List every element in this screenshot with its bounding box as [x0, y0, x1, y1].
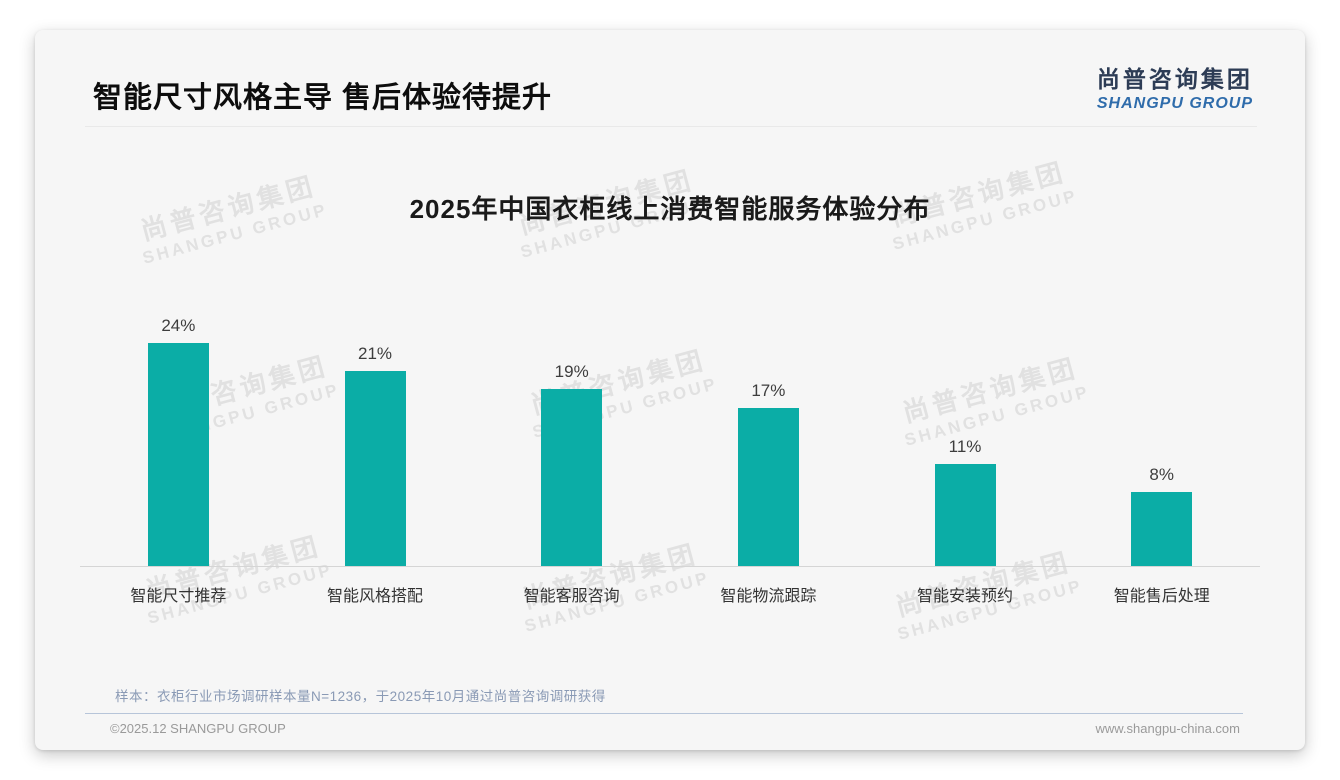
- category-label: 智能风格搭配: [327, 588, 424, 605]
- bar-column: 11%: [867, 437, 1064, 566]
- header-divider: [85, 126, 1257, 127]
- bar: [737, 407, 799, 566]
- sample-footnote: 样本：衣柜行业市场调研样本量N=1236，于2025年10月通过尚普咨询调研获得: [115, 689, 606, 704]
- bar-column: 19%: [473, 362, 670, 566]
- category-label: 智能售后处理: [1113, 588, 1210, 605]
- bar: [934, 463, 996, 566]
- website-text: www.shangpu-china.com: [1095, 721, 1240, 736]
- chart-title: 2025年中国衣柜线上消费智能服务体验分布: [409, 194, 931, 224]
- category-label: 智能客服咨询: [523, 588, 620, 605]
- page-title: 智能尺寸风格主导 售后体验待提升: [93, 82, 553, 114]
- copyright-text: ©2025.12 SHANGPU GROUP: [110, 721, 286, 736]
- category-axis: 智能尺寸推荐 智能风格搭配 智能客服咨询 智能物流跟踪 智能安装预约 智能售后处理: [80, 567, 1260, 606]
- bar: [344, 370, 406, 566]
- value-label: 11%: [948, 436, 982, 456]
- value-label: 19%: [554, 362, 589, 382]
- bar-chart: 24% 21% 19% 17% 11% 8%: [80, 312, 1260, 567]
- category-label: 智能物流跟踪: [720, 588, 817, 605]
- company-logo: 尚普咨询集团 SHANGPU GROUP: [1097, 60, 1253, 113]
- footer: ©2025.12 SHANGPU GROUP www.shangpu-china…: [110, 721, 1240, 736]
- slide-card: 尚普咨询集团 SHANGPU GROUP 尚普咨询集团 SHANGPU GROUP 尚普…: [35, 30, 1305, 750]
- footer-divider: [85, 713, 1243, 714]
- bar: [147, 342, 209, 566]
- value-label: 21%: [357, 343, 393, 363]
- bar-column: 24%: [80, 316, 277, 566]
- bar: [541, 389, 603, 566]
- bar: [1131, 491, 1193, 566]
- bar-column: 21%: [277, 344, 474, 566]
- value-label: 24%: [161, 315, 196, 335]
- bar-column: 17%: [670, 381, 867, 566]
- value-label: 17%: [751, 380, 786, 400]
- category-label: 智能尺寸推荐: [130, 588, 227, 605]
- bar-column: 8%: [1063, 465, 1260, 566]
- logo-english-name: SHANGPU GROUP: [1096, 95, 1253, 112]
- category-label: 智能安装预约: [917, 588, 1014, 605]
- value-label: 8%: [1149, 464, 1174, 484]
- header: 智能尺寸风格主导 售后体验待提升 尚普咨询集团 SHANGPU GROUP: [35, 30, 1305, 116]
- logo-chinese-name: 尚普咨询集团: [1096, 66, 1253, 92]
